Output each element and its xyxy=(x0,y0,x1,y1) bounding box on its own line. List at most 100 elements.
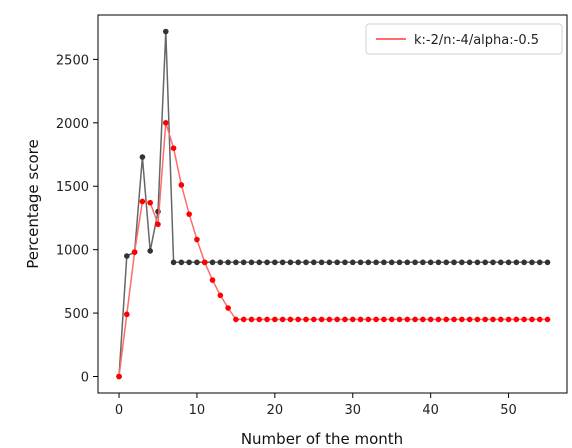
series-0-point xyxy=(544,259,551,266)
series-1-point xyxy=(381,316,387,323)
x-axis-label: Number of the month xyxy=(241,430,403,448)
series-0-point xyxy=(342,259,348,266)
series-0-point xyxy=(536,259,543,266)
series-0-point xyxy=(412,259,418,266)
series-0-point xyxy=(497,259,504,266)
series-1-point xyxy=(240,316,247,323)
series-1-point xyxy=(201,259,208,266)
series-0-point xyxy=(381,259,387,266)
series-1-point xyxy=(357,316,364,323)
series-1-point xyxy=(505,316,512,323)
series-0-point xyxy=(490,259,496,266)
series-0-point xyxy=(427,259,434,266)
series-0-point xyxy=(225,259,231,266)
series-1-point xyxy=(131,249,138,256)
series-1-point xyxy=(513,316,520,323)
series-layer xyxy=(116,28,551,380)
series-1-point xyxy=(279,316,286,323)
series-0-point xyxy=(318,259,325,266)
series-0-point xyxy=(365,259,372,266)
series-0-point xyxy=(334,259,340,266)
series-1-point xyxy=(466,316,473,323)
series-1-point xyxy=(287,316,294,323)
series-0-point xyxy=(521,259,527,266)
series-1-point xyxy=(342,316,348,323)
series-0-point xyxy=(396,259,403,266)
series-1-point xyxy=(233,316,239,323)
series-0-point xyxy=(311,259,317,266)
series-1-point xyxy=(139,198,146,205)
y-tick-label: 500 xyxy=(64,307,89,322)
plot-area xyxy=(97,14,568,394)
series-1-point xyxy=(178,182,185,188)
series-1-point xyxy=(303,316,309,323)
series-1-point xyxy=(404,316,411,323)
series-0-point xyxy=(155,208,161,215)
series-0-point xyxy=(272,259,278,266)
series-0-point xyxy=(147,248,153,254)
series-1-point xyxy=(194,236,200,243)
series-1-point xyxy=(147,199,153,206)
series-1-point xyxy=(388,316,395,323)
series-1-point xyxy=(256,316,263,323)
x-tick-label: 0 xyxy=(115,403,123,418)
series-1-point xyxy=(248,316,255,323)
series-0-point xyxy=(435,259,442,266)
series-0-point xyxy=(124,253,130,259)
y-tick-label: 2000 xyxy=(56,117,89,132)
y-tick-label: 1500 xyxy=(56,180,89,195)
series-1-point xyxy=(116,373,122,380)
series-1-point xyxy=(272,316,278,323)
series-1-point xyxy=(334,316,340,323)
series-1-point xyxy=(217,292,224,299)
series-0-point xyxy=(451,259,457,266)
series-1-point xyxy=(124,311,130,318)
series-0-point xyxy=(240,259,247,266)
y-tick-label: 1000 xyxy=(56,244,89,259)
series-0-point xyxy=(357,259,364,266)
series-1-point xyxy=(396,316,403,323)
series-0-point xyxy=(443,259,450,266)
x-tick-label: 30 xyxy=(344,403,361,418)
x-tick-label: 20 xyxy=(267,403,284,418)
series-1-point xyxy=(326,316,333,323)
series-0-point xyxy=(264,259,270,266)
series-0-point xyxy=(256,259,263,266)
series-1-point xyxy=(536,316,543,323)
series-1-point xyxy=(365,316,372,323)
series-1-point xyxy=(482,316,488,323)
series-1-point xyxy=(318,316,325,323)
series-0-point xyxy=(349,259,356,266)
x-tick-label: 40 xyxy=(422,403,439,418)
series-1-point xyxy=(373,316,379,323)
series-0-point xyxy=(303,259,309,266)
series-0-point xyxy=(248,259,255,266)
series-0-point xyxy=(233,259,239,266)
series-0-point xyxy=(474,259,481,266)
series-0-point xyxy=(139,154,146,160)
series-0-point xyxy=(420,259,426,266)
series-1-point xyxy=(264,316,270,323)
series-0-point xyxy=(162,28,169,35)
series-0-point xyxy=(404,259,411,266)
series-1-point xyxy=(225,305,231,311)
series-0-point xyxy=(388,259,395,266)
series-0-point xyxy=(529,259,535,266)
series-0-point xyxy=(194,259,200,266)
series-1-point xyxy=(521,316,527,323)
series-0-point xyxy=(279,259,286,266)
series-0-point xyxy=(459,259,465,266)
series-0-point xyxy=(217,259,224,266)
legend: k:-2/n:-4/alpha:-0.5 xyxy=(365,23,563,55)
legend-entry-label: k:-2/n:-4/alpha:-0.5 xyxy=(414,33,539,48)
series-1-point xyxy=(459,316,465,323)
series-0-point xyxy=(373,259,379,266)
series-0-point xyxy=(466,259,473,266)
series-1-point xyxy=(311,316,317,323)
series-1-point xyxy=(162,120,169,126)
x-tick-label: 10 xyxy=(189,403,206,418)
series-1-point xyxy=(435,316,442,323)
series-0-point xyxy=(482,259,488,266)
